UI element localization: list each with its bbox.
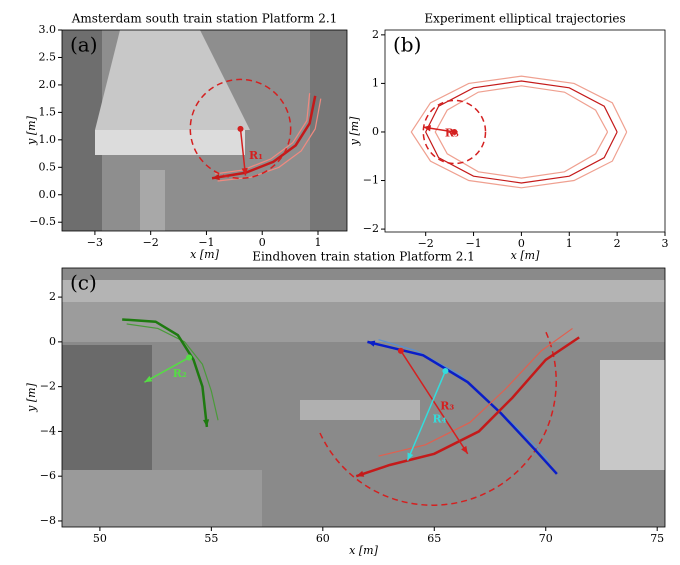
y-tick-label: −0.5: [29, 215, 56, 228]
arrowhead: [144, 375, 153, 383]
x-axis-label: x [m]: [511, 249, 540, 262]
trajectory: [214, 93, 311, 175]
background-a: [62, 30, 347, 231]
arrowhead: [241, 167, 248, 176]
y-tick-label: −1: [363, 174, 379, 187]
frame: [61, 267, 666, 528]
trajectory: [355, 336, 580, 478]
arrowhead: [367, 340, 376, 347]
x-tick-label: −1: [198, 236, 214, 249]
background-b: [385, 30, 665, 232]
chart-title: Eindhoven train station Platform 2.1: [252, 250, 475, 264]
curvature-circle: [189, 78, 292, 180]
x-tick-label: 60: [316, 532, 330, 545]
plot-area: R₅: [410, 75, 628, 189]
trajectory: [378, 327, 573, 457]
chart-title: Amsterdam south train station Platform 2…: [71, 12, 338, 26]
radius-vector: [144, 356, 190, 383]
y-axis-label: y [m]: [25, 115, 38, 145]
y-tick-label: −8: [40, 514, 56, 527]
radius-vector: [400, 350, 469, 455]
x-tick-label: 65: [427, 532, 441, 545]
x-tick-label: 3: [662, 237, 669, 250]
curvature-arc: [319, 329, 557, 506]
vector-label: R₄: [432, 413, 446, 426]
panel: R₁ −3 −2 −1 0 1 −0.5 0.0 0.5 1.0 1.5 2.0 2.5 3.0 Amste…: [25, 12, 348, 261]
x-tick-label: 55: [204, 532, 218, 545]
y-tick-label: −2: [363, 222, 379, 235]
plot-area: R₁: [189, 78, 322, 182]
y-axis-label: y [m]: [348, 116, 361, 146]
x-tick-label: 2: [614, 237, 621, 250]
y-tick-label: 2.0: [39, 78, 57, 91]
curvature-circle: [422, 99, 487, 165]
trajectory: [425, 80, 618, 184]
x-tick-label: 1: [566, 237, 573, 250]
x-axis-label: x [m]: [349, 544, 378, 557]
x-tick-label: 0: [259, 236, 266, 249]
panel-label: (a): [70, 33, 98, 57]
y-tick-label: 0.5: [39, 160, 57, 173]
trajectory: [434, 85, 609, 179]
y-tick-label: 1.0: [39, 133, 57, 146]
y-tick-label: 2.5: [39, 50, 57, 63]
y-tick-label: −4: [40, 424, 56, 437]
radius-vector: [406, 370, 447, 461]
frame: [384, 29, 666, 233]
trajectory: [410, 75, 628, 189]
panel: R₅ −2 −1 0 1 2 3 −2 −1 0 1 2 Experiment elliptical t…: [348, 12, 669, 263]
x-axis-label: x [m]: [190, 248, 219, 261]
arrowhead: [423, 125, 432, 132]
chart-title: Experiment elliptical trajectories: [424, 12, 625, 26]
arrowhead: [461, 445, 468, 454]
vector-label: R₁: [249, 149, 263, 162]
arrowhead: [356, 470, 365, 477]
frame: [61, 29, 348, 232]
y-tick-label: 1: [372, 76, 379, 89]
y-axis-label: y [m]: [25, 382, 38, 412]
x-tick-label: 1: [314, 236, 321, 249]
arrowhead: [202, 419, 210, 427]
x-tick-label: −1: [465, 237, 481, 250]
y-tick-label: 3.0: [39, 23, 57, 36]
radius-vector: [239, 128, 247, 176]
panel-label: (b): [393, 33, 421, 57]
vector-label: R₅: [445, 127, 459, 140]
y-tick-label: −6: [40, 469, 56, 482]
trajectory: [126, 323, 219, 421]
vector-label: R₂: [173, 367, 187, 380]
y-tick-label: 1.5: [39, 105, 57, 118]
y-tick-label: 2: [49, 290, 56, 303]
x-tick-label: 50: [93, 532, 107, 545]
vector-label: R₃: [440, 399, 454, 412]
arrowhead: [212, 174, 220, 181]
y-tick-label: 0.0: [39, 188, 57, 201]
x-tick-label: −2: [143, 236, 159, 249]
x-tick-label: 75: [650, 532, 664, 545]
trajectory: [367, 340, 558, 475]
y-tick-label: 0: [49, 335, 56, 348]
y-tick-label: 0: [372, 125, 379, 138]
x-tick-label: −3: [87, 236, 103, 249]
arrowhead: [407, 452, 414, 461]
y-tick-label: 2: [372, 28, 379, 41]
y-tick-label: −2: [40, 380, 56, 393]
x-tick-label: −2: [418, 237, 434, 250]
plots: R₁ −3 −2 −1 0 1 −0.5 0.0 0.5 1.0 1.5 2.0 2.5 3.0 Amste…: [25, 12, 669, 558]
x-tick-label: 70: [539, 532, 553, 545]
trajectory: [122, 318, 209, 428]
panel-label: (c): [70, 271, 97, 295]
background-c: [62, 268, 665, 527]
x-tick-label: 0: [518, 237, 525, 250]
